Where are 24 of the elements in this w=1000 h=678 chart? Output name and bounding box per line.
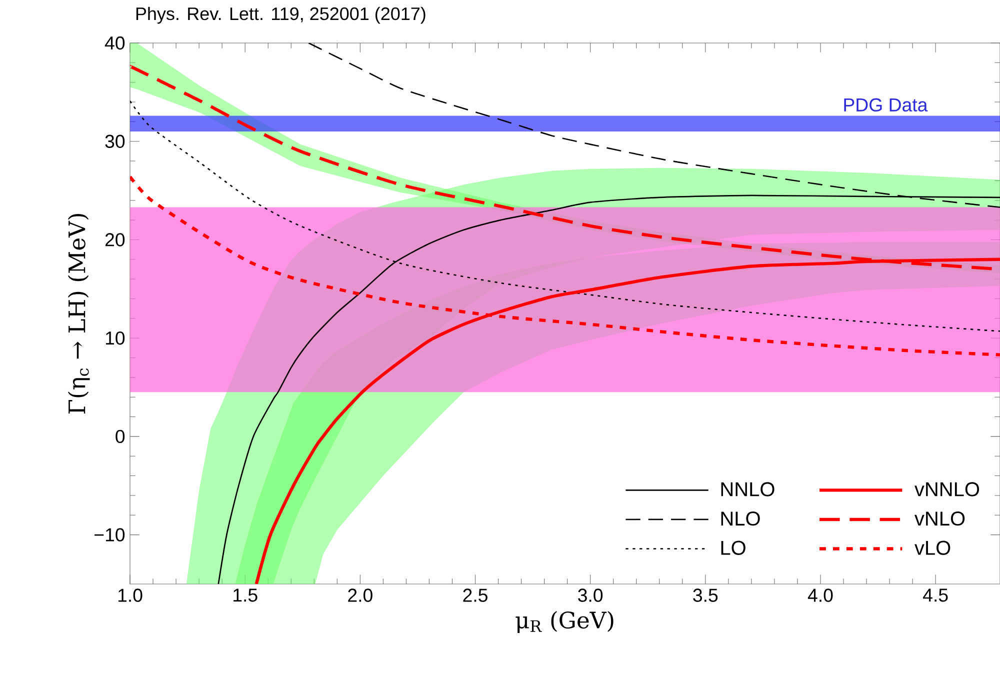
legend-label: NLO [721, 511, 760, 526]
y-tick-label: 20 [105, 233, 125, 246]
x-tick-label: 1.5 [234, 588, 258, 602]
y-tick-label: 0 [116, 430, 125, 444]
y-tick-label: −10 [94, 528, 125, 542]
x-tick-label: 2.0 [348, 588, 372, 602]
y-tick-label: 30 [105, 134, 125, 148]
legend-label: vLO [914, 540, 950, 555]
x-tick-label: 1.0 [118, 588, 142, 602]
legend-label: vNNLO [914, 482, 980, 496]
band-label: PDG Data [844, 98, 928, 112]
chart-title: Phys. Rev. Lett. 119, 252001 (2017) [136, 6, 426, 24]
legend-label: vNLO [914, 511, 965, 526]
x-tick-label: 2.5 [463, 588, 488, 602]
x-tick-label: 3.5 [693, 588, 718, 602]
legend-label: LO [721, 540, 746, 555]
x-tick-label: 3.0 [578, 588, 603, 602]
y-axis-title: Γ(η$_{c}$ → LH) (MeV) [68, 214, 90, 414]
x-tick-label: 4.0 [808, 588, 833, 602]
x-tick-label: 4.5 [923, 588, 948, 602]
y-tick-label: 10 [106, 331, 125, 345]
legend-label: NNLO [721, 482, 774, 496]
y-tick-label: 40 [104, 36, 125, 50]
x-axis-title: μ$_{R}$ (GeV) [516, 611, 614, 633]
